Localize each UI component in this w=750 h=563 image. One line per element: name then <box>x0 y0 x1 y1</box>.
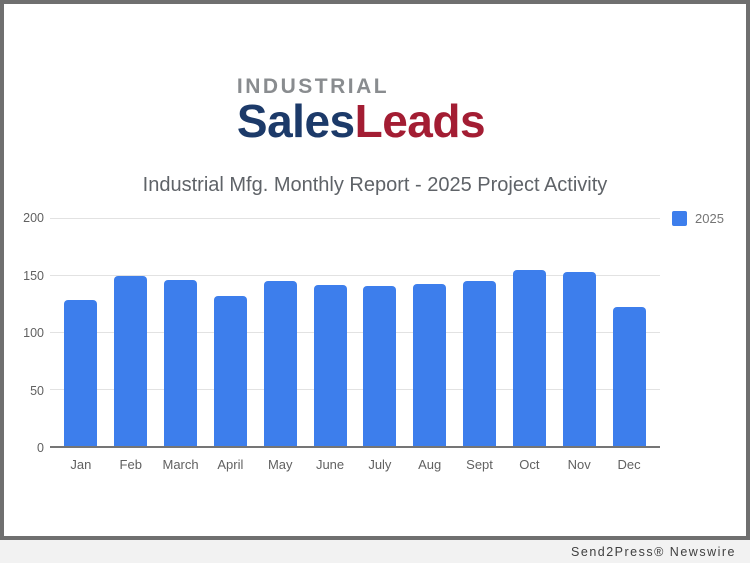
gridline-100 <box>50 332 660 333</box>
bar-june <box>313 285 347 446</box>
bar-slot-june <box>305 218 355 446</box>
bar-slot-feb <box>106 218 156 446</box>
x-tick-label-nov: Nov <box>567 457 591 472</box>
chart-title: Industrial Mfg. Monthly Report - 2025 Pr… <box>142 174 608 196</box>
attribution-bar: Send2Press® Newswire <box>0 540 750 563</box>
logo-leads-text: Leads <box>354 95 486 147</box>
y-tick-label-200: 200 <box>23 211 44 225</box>
x-tick-label-july: July <box>368 457 392 472</box>
plot-area <box>50 218 660 448</box>
x-tick-label-sept: Sept <box>466 457 493 472</box>
y-tick-label-100: 100 <box>23 326 44 340</box>
x-tick-label-april: April <box>217 457 244 472</box>
press-image-card: INDUSTRIAL SalesLeads Industrial Mfg. Mo… <box>0 0 750 540</box>
bar-aug <box>413 284 447 446</box>
bar-slot-may <box>255 218 305 446</box>
attribution-text: Send2Press® Newswire <box>571 544 736 559</box>
bar-nov <box>562 271 596 446</box>
bars-row <box>50 218 660 446</box>
bar-oct <box>512 270 546 446</box>
bar-slot-aug <box>405 218 455 446</box>
company-logo: INDUSTRIAL SalesLeads <box>4 76 746 145</box>
x-tick-label-feb: Feb <box>119 457 142 472</box>
legend-swatch <box>672 211 687 226</box>
bar-slot-oct <box>504 218 554 446</box>
bar-sept <box>463 280 497 446</box>
bar-slot-dec <box>604 218 654 446</box>
bar-feb <box>114 276 148 446</box>
card-content: INDUSTRIAL SalesLeads Industrial Mfg. Mo… <box>4 4 746 536</box>
x-tick-label-aug: Aug <box>418 457 442 472</box>
x-tick-label-june: June <box>315 457 345 472</box>
logo-sales-text: Sales <box>236 95 355 147</box>
bar-april <box>213 295 247 446</box>
gridline-200 <box>50 218 660 219</box>
y-tick-label-150: 150 <box>23 268 44 283</box>
bar-slot-march <box>156 218 206 446</box>
x-tick-label-dec: Dec <box>617 457 641 472</box>
company-logo-inner: INDUSTRIAL SalesLeads <box>236 75 486 147</box>
y-tick-label-50: 50 <box>30 383 44 398</box>
bar-march <box>164 279 198 446</box>
gridline-50 <box>50 389 660 390</box>
bar-jan <box>64 300 98 446</box>
gridline-150 <box>50 275 660 276</box>
y-tick-label-0: 0 <box>37 441 44 455</box>
y-axis: 200 150 100 50 0 <box>4 211 44 455</box>
logo-industrial-text: INDUSTRIAL <box>236 75 390 98</box>
x-axis-labels: Jan Feb March April May June July Aug Sept Oct Nov… <box>50 457 660 472</box>
bar-dec <box>612 306 646 446</box>
logo-salesleads-text: SalesLeads <box>236 95 486 147</box>
bar-slot-nov <box>554 218 604 446</box>
chart-legend: 2025 <box>672 211 724 226</box>
x-tick-label-may: May <box>267 457 293 472</box>
bar-chart: 200 150 100 50 0 Jan Feb March April May June July… <box>4 205 746 480</box>
bar-slot-jan <box>56 218 106 446</box>
bar-slot-sept <box>455 218 505 446</box>
bar-july <box>363 286 397 446</box>
bar-slot-july <box>355 218 405 446</box>
bar-slot-april <box>205 218 255 446</box>
x-tick-label-march: March <box>162 457 199 472</box>
x-tick-label-jan: Jan <box>70 457 92 472</box>
bar-may <box>263 280 297 446</box>
legend-label: 2025 <box>695 211 724 226</box>
x-tick-label-oct: Oct <box>519 457 540 472</box>
